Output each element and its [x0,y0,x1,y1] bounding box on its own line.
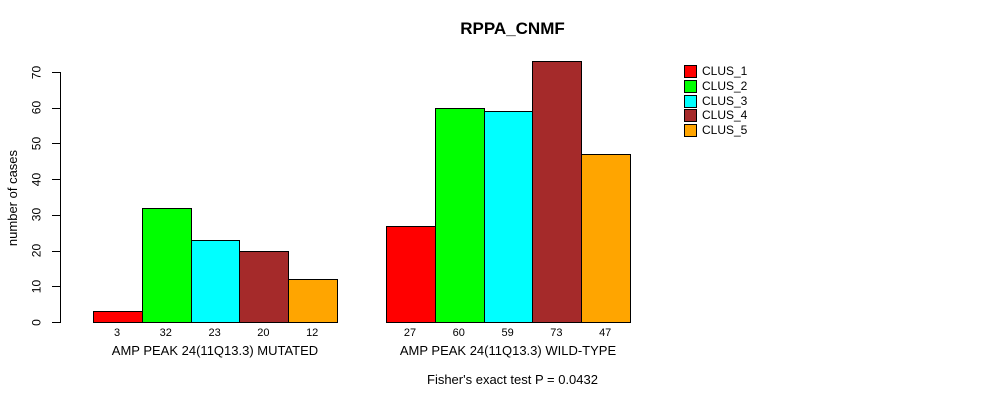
bar-value-label: 12 [306,327,319,339]
legend-label: CLUS_3 [702,93,748,108]
y-tick-mark [52,107,60,109]
y-tick-label: 60 [29,101,44,115]
y-tick-label: 50 [29,136,44,151]
bar-clus_3-group2 [483,111,534,323]
legend-item-clus_3: CLUS_3 [684,94,774,109]
category-label: AMP PEAK 24(11Q13.3) WILD-TYPE [399,343,617,358]
legend-label: CLUS_2 [702,78,748,93]
y-tick-label: 0 [29,318,44,326]
y-tick-label: 10 [29,279,44,293]
bar-clus_1-group2 [386,225,436,323]
y-tick-mark [52,143,60,145]
bar-value-label: 32 [159,327,172,339]
bar-clus_4-group2 [532,61,583,323]
y-tick-mark [52,214,60,216]
y-tick-label: 70 [29,65,44,79]
legend-swatch-clus_2 [684,79,697,93]
y-tick-mark [52,286,60,288]
legend-item-clus_1: CLUS_1 [684,64,774,79]
legend-swatch-clus_4 [684,109,697,123]
y-tick-mark [52,179,60,181]
category-label: AMP PEAK 24(11Q13.3) MUTATED [111,343,319,358]
chart-title: RPPA_CNMF [460,19,565,38]
legend-item-clus_2: CLUS_2 [684,79,774,94]
legend-item-clus_5: CLUS_5 [684,123,774,138]
bar-clus_4-group1 [239,250,290,323]
y-tick-mark [52,322,60,323]
bar-value-label: 47 [599,327,612,339]
y-tick-label: 40 [29,172,44,186]
legend-swatch-clus_3 [684,94,697,108]
bar-clus_3-group1 [190,239,241,323]
bar-value-label: 59 [501,327,514,339]
y-tick-mark [52,72,60,73]
bar-clus_1-group1 [93,311,143,323]
bar-clus_2-group2 [434,107,485,323]
bar-value-label: 3 [113,327,121,339]
y-tick-label: 20 [29,243,44,258]
bar-value-label: 20 [257,327,270,339]
legend-label: CLUS_5 [702,123,748,138]
y-tick-label: 30 [29,208,44,222]
legend-label: CLUS_4 [702,108,748,123]
legend-label: CLUS_1 [702,64,748,78]
y-axis-label: number of cases [5,149,20,247]
y-axis-line [60,72,61,323]
bar-value-label: 23 [208,327,221,339]
bar-value-label: 73 [550,327,563,339]
legend-swatch-clus_5 [684,124,697,138]
bar-clus_2-group1 [141,207,192,323]
bar-value-label: 60 [452,327,465,339]
bar-value-label: 27 [403,327,417,339]
y-tick-mark [52,250,60,252]
bar-clus_5-group1 [288,279,338,323]
legend-item-clus_4: CLUS_4 [684,108,774,123]
legend-swatch-clus_1 [684,65,697,78]
annotation-fishers-test: Fisher's exact test P = 0.0432 [427,372,598,387]
bar-clus_5-group2 [581,154,631,323]
